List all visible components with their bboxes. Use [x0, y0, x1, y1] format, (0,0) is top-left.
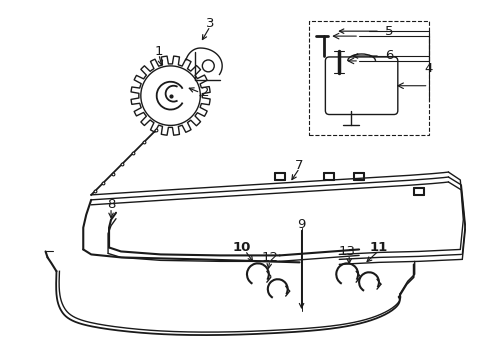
Text: 11: 11: [370, 241, 388, 254]
Text: 1: 1: [154, 45, 163, 58]
Text: 8: 8: [107, 198, 115, 211]
Text: 7: 7: [295, 159, 304, 172]
Text: 2: 2: [201, 86, 210, 99]
Text: 13: 13: [339, 245, 356, 258]
Bar: [310, 21, 429, 135]
Text: 10: 10: [233, 241, 251, 254]
Text: 3: 3: [206, 17, 215, 30]
Text: 4: 4: [424, 62, 433, 75]
Text: 5: 5: [385, 24, 393, 38]
Text: 12: 12: [261, 251, 278, 264]
Text: 6: 6: [385, 49, 393, 63]
Text: 9: 9: [297, 218, 306, 231]
